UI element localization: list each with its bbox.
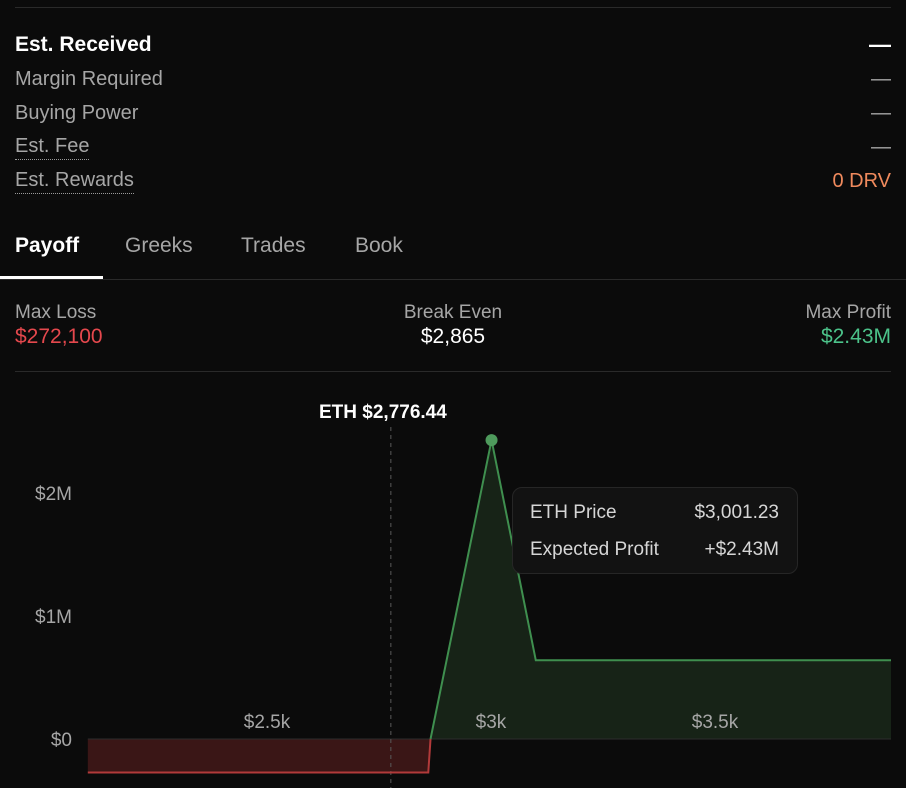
tooltip-profit-value: +$2.43M xyxy=(704,539,779,560)
break-even-stat: Break Even $2,865 xyxy=(400,302,506,349)
chart-tabs: Payoff Greeks Trades Book xyxy=(0,220,906,280)
top-divider xyxy=(15,7,891,8)
stats-divider xyxy=(15,371,891,372)
break-even-label: Break Even xyxy=(403,302,503,323)
y-tick-label: $2M xyxy=(35,484,72,505)
est-rewards-row: Est. Rewards 0 DRV xyxy=(15,164,891,198)
est-fee-row: Est. Fee — xyxy=(15,130,891,164)
est-rewards-value: 0 DRV xyxy=(832,169,891,192)
x-tick-label: $3k xyxy=(476,712,507,733)
tooltip-price-value: $3,001.23 xyxy=(694,502,779,523)
tab-greeks[interactable]: Greeks xyxy=(125,234,193,257)
margin-required-label: Margin Required xyxy=(15,67,163,90)
x-tick-label: $2.5k xyxy=(244,712,291,733)
est-received-value: — xyxy=(869,32,891,57)
max-profit-stat: Max Profit $2.43M xyxy=(805,302,891,349)
x-tick-label: $3.5k xyxy=(692,712,739,733)
est-fee-value: — xyxy=(871,135,891,158)
tab-book[interactable]: Book xyxy=(355,234,403,257)
est-fee-label[interactable]: Est. Fee xyxy=(15,135,90,160)
y-tick-label: $0 xyxy=(51,730,72,751)
max-profit-value: $2.43M xyxy=(820,325,891,348)
margin-required-row: Margin Required — xyxy=(15,62,891,96)
est-rewards-label[interactable]: Est. Rewards xyxy=(15,169,134,194)
tooltip-price-row: ETH Price $3,001.23 xyxy=(530,502,779,524)
profit-area xyxy=(430,440,891,739)
buying-power-row: Buying Power — xyxy=(15,96,891,130)
tooltip-profit-row: Expected Profit +$2.43M xyxy=(530,539,779,561)
tab-trades[interactable]: Trades xyxy=(241,234,306,257)
buying-power-label: Buying Power xyxy=(15,101,139,124)
payoff-stats: Max Loss $272,100 Break Even $2,865 Max … xyxy=(15,302,891,348)
margin-required-value: — xyxy=(871,67,891,90)
loss-area xyxy=(87,739,431,773)
tab-payoff[interactable]: Payoff xyxy=(15,234,80,257)
peak-point xyxy=(485,434,498,447)
est-received-row: Est. Received — xyxy=(15,28,891,62)
payoff-chart[interactable]: $2M $1M $0 $2.5k $3k $3.5k ETH $2,776.44 ETH … xyxy=(0,372,906,788)
order-summary: Est. Received — Margin Required — Buying… xyxy=(15,28,891,198)
est-received-label: Est. Received xyxy=(15,33,152,56)
payoff-chart-svg: $2M $1M $0 $2.5k $3k $3.5k xyxy=(35,427,891,788)
loss-line xyxy=(87,738,432,774)
max-loss-label: Max Loss xyxy=(15,302,97,323)
tooltip-price-label: ETH Price xyxy=(530,502,617,523)
tooltip-profit-label: Expected Profit xyxy=(530,539,659,560)
break-even-value: $2,865 xyxy=(420,325,486,348)
max-profit-label: Max Profit xyxy=(805,302,891,323)
max-loss-stat: Max Loss $272,100 xyxy=(15,302,103,349)
max-loss-value: $272,100 xyxy=(15,325,103,348)
buying-power-value: — xyxy=(871,101,891,124)
y-tick-label: $1M xyxy=(35,607,72,628)
current-price-label: ETH $2,776.44 xyxy=(319,402,447,423)
chart-tooltip: ETH Price $3,001.23 Expected Profit +$2.… xyxy=(512,487,798,574)
active-tab-indicator xyxy=(0,276,103,279)
